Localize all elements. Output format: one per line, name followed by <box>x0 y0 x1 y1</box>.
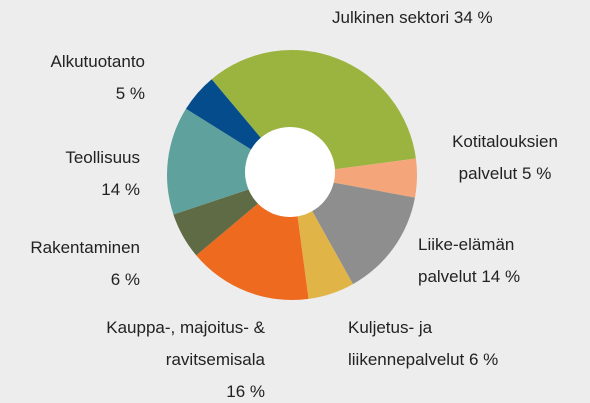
slice <box>211 50 416 175</box>
slice-label: Teollisuus 14 % <box>0 142 140 206</box>
category-name: Kauppa-, majoitus- & ravitsemisala <box>106 318 265 369</box>
category-name: Kotitalouksien palvelut <box>452 132 558 183</box>
value-label: 6 % <box>110 270 140 289</box>
value-label: 14 % <box>101 180 140 199</box>
slice-label: Rakentaminen 6 % <box>0 232 140 296</box>
category-name: Rakentaminen <box>30 238 140 257</box>
value-label: 5 % <box>522 164 552 183</box>
category-name: Liike-elämän palvelut <box>418 235 515 286</box>
value-label: 14 % <box>481 267 521 286</box>
category-name: Julkinen sektori <box>332 8 450 27</box>
value-label: 6 % <box>468 350 499 369</box>
slice-label: Julkinen sektori 34 % <box>332 2 582 34</box>
value-label: 34 % <box>453 8 493 27</box>
value-label: 16 % <box>226 382 265 401</box>
slice <box>292 158 417 198</box>
slice-label: Kotitalouksien palvelut 5 % <box>430 126 580 190</box>
slice <box>167 108 292 215</box>
slice-label: Liike-elämän palvelut 14 % <box>418 229 543 293</box>
category-name: Teollisuus <box>65 148 140 167</box>
value-label: 5 % <box>115 84 145 103</box>
category-name: Kuljetus- ja liikennepalvelut <box>348 318 465 369</box>
slice-label: Kuljetus- ja liikennepalvelut 6 % <box>348 312 528 376</box>
hole <box>245 127 335 217</box>
slice-label: Alkutuotanto 5 % <box>0 46 145 110</box>
slice-label: Kauppa-, majoitus- & ravitsemisala 16 % <box>65 312 265 403</box>
category-name: Alkutuotanto <box>50 52 145 71</box>
